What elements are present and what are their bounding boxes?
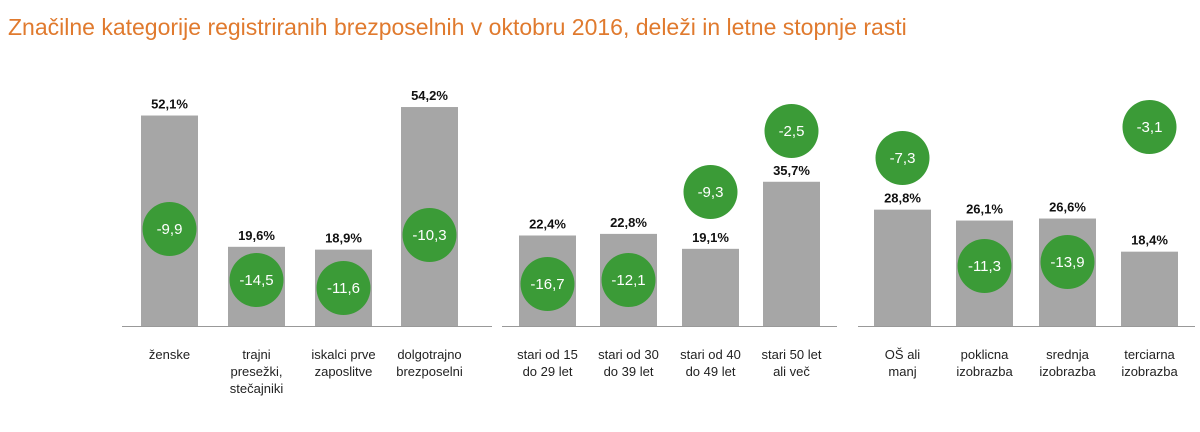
growth-circle [1040, 235, 1095, 289]
growth-label: -11,3 [968, 258, 1001, 275]
category-label-line: stari od 40 [680, 347, 741, 362]
growth-label: -9,3 [698, 184, 724, 201]
share-label: 18,9% [325, 231, 362, 246]
growth-label: -2,5 [779, 123, 805, 140]
growth-label: -16,7 [530, 276, 564, 293]
category-label: stari od 15 do 29 let [508, 346, 588, 380]
share-label: 28,8% [884, 191, 921, 206]
category-label-line: trajni [242, 347, 271, 362]
share-label: 54,2% [411, 88, 448, 103]
growth-label: -3,1 [1137, 119, 1163, 136]
category-label: poklicna izobrazba [945, 346, 1025, 380]
growth-circle [875, 131, 930, 185]
category-label: terciarna izobrazba [1110, 346, 1190, 380]
category-label-line: iskalci prve [311, 347, 376, 362]
category-label: trajni presežki, stečajniki [217, 346, 297, 397]
category-label-line: brezposelni [396, 364, 463, 379]
growth-circle [1122, 100, 1177, 154]
category-label: stari od 40 do 49 let [671, 346, 751, 380]
category-label-line: ženske [148, 347, 191, 362]
category-label-line: ali več [773, 364, 810, 379]
growth-label: -14,5 [239, 272, 273, 289]
category-label-line: stečajniki [229, 381, 284, 396]
share-label: 19,6% [238, 228, 275, 243]
share-label: 52,1% [151, 97, 188, 112]
growth-circle [402, 208, 457, 262]
category-label-line: zaposlitve [314, 364, 373, 379]
bar [763, 181, 820, 326]
share-label: 35,7% [773, 163, 810, 178]
growth-circle [683, 165, 738, 219]
category-label-line: dolgotrajno [397, 347, 462, 362]
growth-label: -11,6 [327, 280, 360, 297]
category-label: iskalci prve zaposlitve [304, 346, 384, 380]
category-label-line: manj [888, 364, 917, 379]
category-label-line: do 29 let [522, 364, 573, 379]
growth-circle [142, 202, 197, 256]
share-label: 26,1% [966, 202, 1003, 217]
category-label: ženske [130, 346, 210, 363]
share-label: 22,8% [610, 215, 647, 230]
share-label: 26,6% [1049, 200, 1086, 215]
growth-circle [601, 253, 656, 307]
category-label-line: do 39 let [603, 364, 654, 379]
growth-label: -12,1 [611, 272, 645, 289]
category-label-line: izobrazba [1039, 364, 1096, 379]
category-label-line: poklicna [960, 347, 1009, 362]
growth-circle [957, 239, 1012, 293]
category-label-line: stari 50 let [761, 347, 822, 362]
growth-circle [764, 104, 819, 158]
share-label: 22,4% [529, 217, 566, 232]
growth-label: -7,3 [890, 150, 916, 167]
category-label: srednja izobrazba [1028, 346, 1108, 380]
category-label-line: OŠ ali [884, 347, 921, 362]
category-label-line: srednja [1046, 347, 1089, 362]
growth-circle [316, 261, 371, 315]
category-label: stari od 30 do 39 let [589, 346, 669, 380]
category-label-line: terciarna [1124, 347, 1175, 362]
chart-title: Značilne kategorije registriranih brezpo… [8, 14, 907, 40]
category-label-line: izobrazba [1121, 364, 1178, 379]
growth-label: -10,3 [412, 227, 446, 244]
growth-circle [229, 253, 284, 307]
category-label-line: stari od 15 [517, 347, 578, 362]
bar [1121, 251, 1178, 326]
category-label: dolgotrajno brezposelni [390, 346, 470, 380]
growth-circle [520, 257, 575, 311]
growth-label: -9,9 [157, 221, 183, 238]
category-label-line: stari od 30 [598, 347, 659, 362]
share-label: 19,1% [692, 230, 729, 245]
category-label-line: presežki, [230, 364, 283, 379]
bar [874, 209, 931, 326]
category-label: OŠ ali manj [863, 346, 943, 380]
share-label: 18,4% [1131, 233, 1168, 248]
bar [682, 248, 739, 326]
category-label-line: izobrazba [956, 364, 1013, 379]
growth-label: -13,9 [1050, 254, 1084, 271]
category-label-line: do 49 let [685, 364, 736, 379]
category-label: stari 50 let ali več [752, 346, 832, 380]
